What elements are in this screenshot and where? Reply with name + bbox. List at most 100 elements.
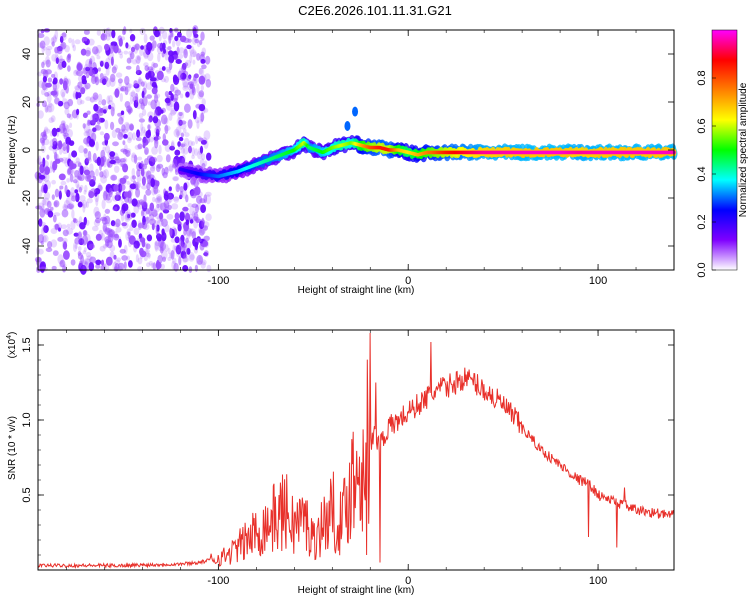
noise-speck [110,174,118,181]
noise-speck [68,37,73,44]
noise-speck [203,194,208,204]
noise-speck [67,53,71,61]
noise-speck [82,250,87,255]
noise-speck [153,109,158,118]
noise-speck [138,112,144,119]
noise-speck [49,130,54,137]
noise-speck [162,139,169,146]
noise-speck [51,41,55,47]
noise-speck [145,189,152,196]
noise-speck [186,227,193,237]
noise-speck [161,52,165,58]
noise-speck [205,191,212,197]
noise-speck [191,86,196,96]
noise-speck [179,120,187,125]
noise-speck [119,177,127,184]
noise-speck [170,141,175,149]
noise-speck [73,232,79,237]
noise-speck [114,234,119,239]
noise-speck [178,256,182,266]
noise-speck [145,243,151,250]
noise-speck [156,42,163,49]
noise-speck [99,171,104,178]
noise-speck [183,47,188,56]
noise-speck [47,241,53,249]
noise-speck [132,243,138,253]
noise-speck [198,68,203,75]
noise-speck [184,132,190,138]
noise-speck [156,70,164,81]
noise-speck [193,247,199,254]
y-tick-label: 0.5 [21,487,33,502]
noise-speck [142,96,148,107]
noise-speck [151,61,156,72]
noise-speck [165,154,171,163]
noise-speck [149,136,154,143]
noise-speck [148,124,152,130]
noise-speck [135,92,139,103]
noise-speck [47,90,52,97]
noise-speck [199,119,203,124]
noise-speck [146,182,151,191]
noise-speck [52,250,59,256]
noise-speck [85,201,90,208]
noise-speck [189,219,194,224]
noise-speck [59,36,64,43]
noise-speck [160,241,166,251]
noise-speck [60,41,67,50]
noise-speck [138,222,142,231]
noise-speck [196,120,200,129]
noise-speck [112,231,118,237]
noise-speck [135,136,142,142]
noise-speck [75,232,82,238]
noise-speck [78,145,85,154]
noise-speck [176,130,180,139]
noise-speck [143,33,148,44]
noise-speck [187,81,194,91]
noise-speck [150,166,155,174]
noise-speck [74,189,78,194]
noise-speck [59,185,64,190]
noise-speck [110,41,118,47]
noise-speck [41,144,46,154]
noise-speck [137,156,143,161]
noise-speck [133,240,140,249]
noise-speck [203,235,210,242]
noise-speck [127,195,132,204]
snr-line-layer [37,332,675,570]
noise-speck [90,113,98,124]
noise-speck [66,203,74,210]
x-tick-label: 100 [589,575,607,587]
noise-speck [145,72,151,80]
noise-speck [171,260,176,270]
noise-speck [115,218,121,228]
noise-speck [80,87,86,95]
noise-speck [143,129,147,140]
noise-speck [175,59,182,64]
noise-speck [38,174,46,180]
noise-speck [127,107,133,114]
noise-speck [85,66,90,72]
noise-speck [169,227,173,237]
spectrogram-x-label: Height of straight line (km) [298,285,415,296]
noise-speck [87,119,92,125]
noise-speck [85,174,92,182]
noise-speck [61,60,67,68]
noise-speck [51,194,55,201]
noise-speck [111,175,116,181]
noise-speck [166,68,172,74]
noise-speck [127,137,132,144]
noise-speck [195,116,200,124]
noise-speck [51,265,57,271]
noise-speck [193,73,199,79]
noise-speck [150,178,155,188]
noise-speck [85,251,92,258]
y-tick-label: 1.0 [21,412,33,427]
noise-speck [129,91,137,97]
noise-speck [173,76,180,85]
noise-speck [57,143,64,148]
noise-speck [138,76,142,85]
noise-speck [170,250,175,260]
noise-speck [128,50,133,56]
noise-speck [113,64,118,71]
